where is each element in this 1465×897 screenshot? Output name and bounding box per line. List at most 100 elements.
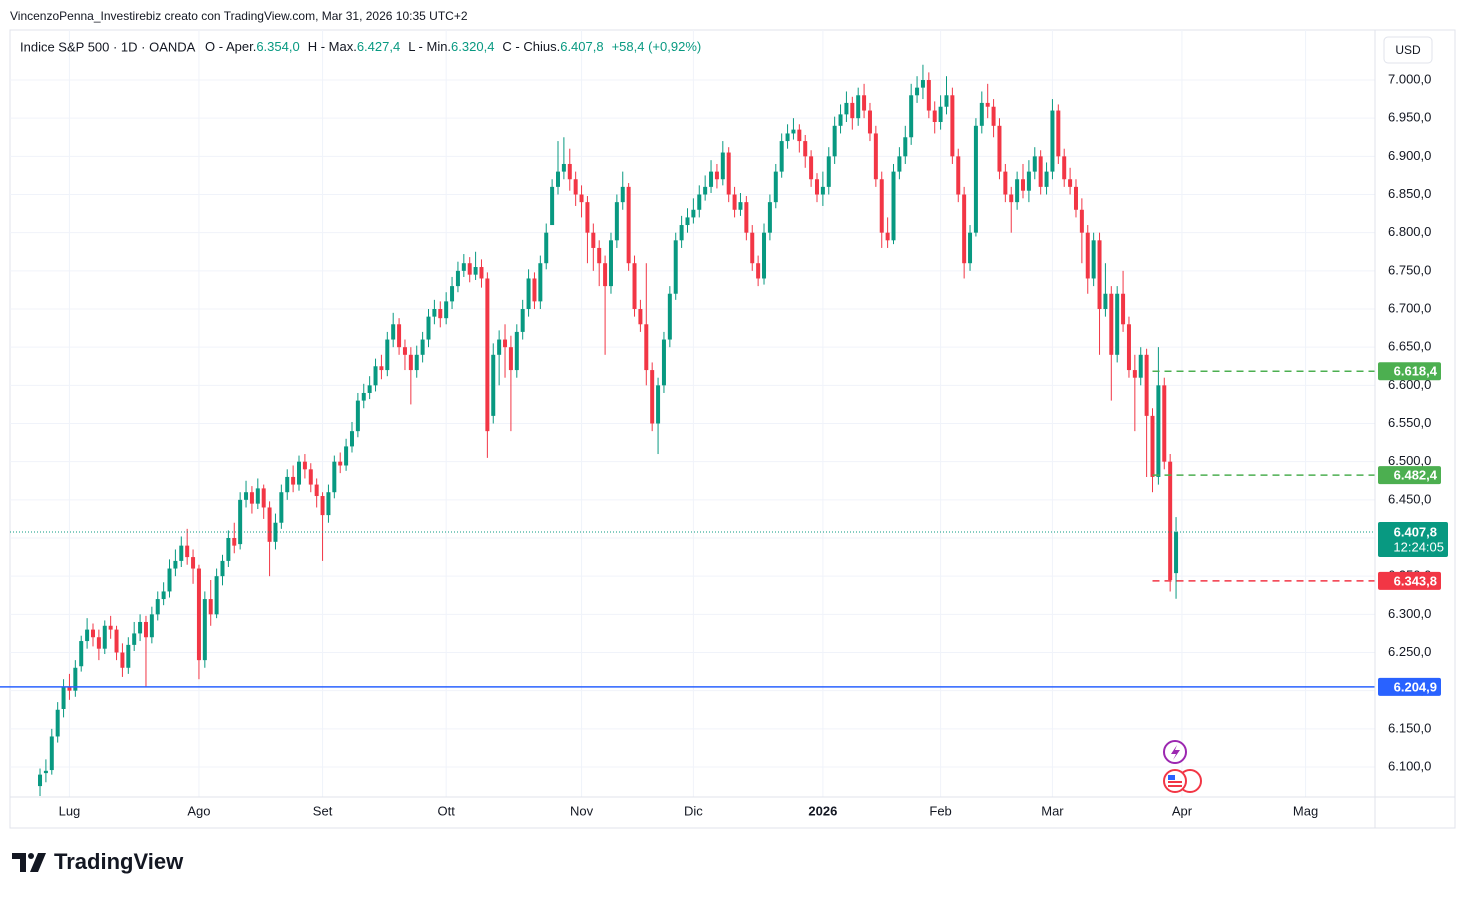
candle-body <box>1168 461 1173 580</box>
y-tick-label: 6.950,0 <box>1388 110 1431 125</box>
candle-body <box>709 171 714 187</box>
candle-body <box>38 774 43 787</box>
candle-body <box>326 492 331 516</box>
candle-body <box>450 286 455 302</box>
candle-body <box>255 488 260 504</box>
candle-body <box>161 591 166 600</box>
y-tick-label: 6.700,0 <box>1388 300 1431 315</box>
candle-body <box>526 278 531 310</box>
y-tick-label: 6.900,0 <box>1388 148 1431 163</box>
candle-body <box>932 110 937 122</box>
candle-body <box>167 568 172 592</box>
candle-body <box>756 263 761 279</box>
candle-body <box>473 267 478 275</box>
candle-body <box>308 469 313 485</box>
candle-body <box>420 339 425 355</box>
candle-body <box>567 163 572 180</box>
candle-body <box>673 240 678 294</box>
candle-body <box>55 709 60 737</box>
candle-body <box>744 202 749 233</box>
ohlc-value: 6.354,0 <box>256 39 299 54</box>
candle-body <box>720 152 725 180</box>
candle-body <box>597 247 602 264</box>
candle-body <box>503 339 508 348</box>
ohlc-key: L - Min. <box>408 39 451 54</box>
y-tick-label: 6.250,0 <box>1388 644 1431 659</box>
candle-body <box>1115 293 1120 355</box>
candle-body <box>632 263 637 310</box>
candle-body <box>650 370 655 424</box>
candle-body <box>438 309 443 319</box>
candle-body <box>791 129 796 134</box>
candle-body <box>61 686 66 709</box>
candle-body <box>1073 186 1078 210</box>
y-tick-label: 6.150,0 <box>1388 720 1431 735</box>
candle-body <box>920 80 925 88</box>
candle-body <box>1121 293 1126 325</box>
candle-body <box>803 141 808 157</box>
candle-body <box>338 461 343 466</box>
candle-body <box>826 156 831 187</box>
candle-body <box>903 137 908 157</box>
candle-body <box>120 652 125 668</box>
candle-body <box>1062 156 1067 180</box>
candle-body <box>349 431 354 447</box>
y-tick-label: 6.550,0 <box>1388 415 1431 430</box>
candle-body <box>691 209 696 218</box>
candle-body <box>814 179 819 195</box>
candle-body <box>426 316 431 340</box>
candle-body <box>1144 354 1149 416</box>
y-tick-label: 6.650,0 <box>1388 339 1431 354</box>
candle-body <box>497 339 502 355</box>
candle-body <box>1026 171 1031 191</box>
candle-body <box>656 385 661 424</box>
candle-body <box>703 186 708 195</box>
candle-body <box>408 354 413 371</box>
x-tick-label: Lug <box>59 803 81 818</box>
candle-body <box>997 125 1002 172</box>
candle-body <box>355 400 360 432</box>
candle-body <box>96 637 101 649</box>
candle-body <box>897 156 902 172</box>
level-label: 6.343,8 <box>1394 573 1437 588</box>
x-tick-label: Set <box>313 803 333 818</box>
ohlc-value: 6.427,4 <box>357 39 400 54</box>
candle-body <box>556 171 561 187</box>
candle-body <box>126 644 131 668</box>
y-tick-label: 7.000,0 <box>1388 71 1431 86</box>
candle-body <box>1174 532 1179 574</box>
candle-body <box>1103 293 1108 310</box>
candle-body <box>762 232 767 279</box>
candle-body <box>714 171 719 180</box>
candle-body <box>238 499 243 545</box>
candle-body <box>1015 179 1020 203</box>
candle-body <box>979 102 984 126</box>
candle-body <box>179 545 184 561</box>
candle-body <box>391 324 396 340</box>
symbol-title: Indice S&P 500 · 1D · OANDA <box>20 39 196 54</box>
candle-body <box>155 599 160 615</box>
candle-body <box>856 95 861 119</box>
ohlc-key: H - Max. <box>308 39 357 54</box>
event-icons <box>1163 740 1202 793</box>
candle-body <box>455 270 460 287</box>
x-tick-label: Ott <box>437 803 455 818</box>
candle-body <box>550 186 555 226</box>
candle-body <box>1056 110 1061 157</box>
candle-body <box>1156 385 1161 477</box>
candle-body <box>361 392 366 401</box>
candle-body <box>402 347 407 355</box>
candle-body <box>938 106 943 122</box>
candle-body <box>85 629 90 642</box>
change: +58,4 (+0,92%) <box>612 39 702 54</box>
candle-body <box>726 152 731 195</box>
candle-body <box>414 354 419 371</box>
candle-body <box>1003 171 1008 195</box>
candle-body <box>767 202 772 233</box>
y-tick-label: 6.500,0 <box>1388 453 1431 468</box>
candle-body <box>202 599 207 661</box>
x-tick-label: Apr <box>1172 803 1193 818</box>
candle-body <box>797 129 802 142</box>
currency-button[interactable] <box>1383 36 1433 64</box>
